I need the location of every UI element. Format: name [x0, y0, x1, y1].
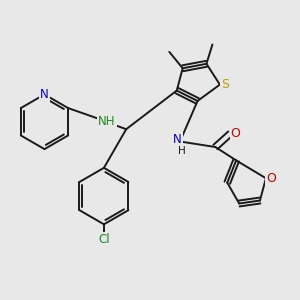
Text: S: S — [221, 78, 229, 91]
Text: Cl: Cl — [98, 233, 110, 246]
Text: N: N — [40, 88, 49, 101]
Text: N: N — [173, 133, 182, 146]
Text: H: H — [178, 146, 185, 157]
Text: O: O — [266, 172, 276, 185]
Text: NH: NH — [98, 115, 116, 128]
Text: O: O — [231, 127, 241, 140]
